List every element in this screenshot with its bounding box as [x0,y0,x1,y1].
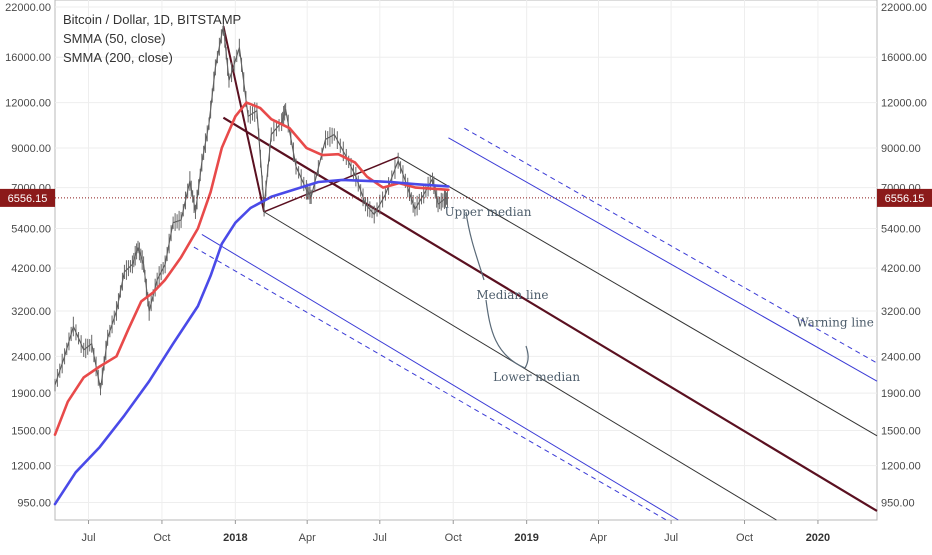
y-tick-label-left: 5400.00 [11,223,51,235]
smma-series-line [53,178,450,506]
pitchfork-leg-a [222,25,266,213]
y-tick-label-right: 1500.00 [881,425,921,437]
current-price-label-left: 6556.15 [8,193,48,205]
y-tick-label-right: 4200.00 [881,263,921,275]
current-price-tag-right [877,188,932,207]
annotation-label: Median line [476,288,548,302]
current-price-label-right: 6556.15 [885,193,925,205]
x-tick-label: 2019 [514,532,538,544]
y-tick-label-right: 1900.00 [881,388,921,400]
legend: Bitcoin / Dollar, 1D, BITSTAMP SMMA (50, … [63,12,241,65]
series [53,16,450,506]
y-tick-label-left: 12000.00 [5,98,51,110]
y-tick-label-right: 5400.00 [881,223,921,235]
y-tick-label-left: 2400.00 [11,351,51,363]
y-tick-label-left: 3200.00 [11,306,51,318]
y-tick-label-left: 22000.00 [5,2,51,14]
axes: 22000.00 22000.00 16000.00 16000.00 12000.00… [0,2,932,544]
x-tick-label: 2020 [806,532,830,544]
y-tick-label-left: 16000.00 [5,52,51,64]
y-tick-label-left: 1500.00 [11,425,51,437]
annotation-label: Warning line [796,316,873,330]
x-tick-label: Jul [664,532,678,544]
legend-entry: SMMA (50, close) [63,31,166,46]
pitchfork-line [397,156,878,437]
legend-entry: SMMA (200, close) [63,50,173,65]
y-tick-label-left: 4200.00 [11,263,51,275]
y-tick-label-right: 9000.00 [881,143,921,155]
y-tick-label-right: 3200.00 [881,306,921,318]
annotation-arrow [465,211,485,281]
pitchfork-line [222,116,878,512]
y-tick-label-left: 9000.00 [11,143,51,155]
x-tick-label: Oct [736,532,753,544]
pitchfork-line [193,246,667,521]
x-tick-label: Oct [445,532,462,544]
annotation-label: Upper median [444,205,531,219]
pitchfork-line [201,234,679,521]
plot-frame [54,0,878,521]
y-tick-label-left: 950.00 [17,497,51,509]
y-tick-label-right: 22000.00 [881,2,927,14]
x-tick-label: Jul [81,532,95,544]
annotation-label: Lower median [493,370,580,384]
y-tick-label-right: 2400.00 [881,351,921,363]
x-tick-label: Apr [299,532,316,544]
chart-title: Bitcoin / Dollar, 1D, BITSTAMP [63,12,241,27]
y-tick-label-right: 950.00 [881,497,915,509]
y-tick-label-left: 1200.00 [11,461,51,473]
y-tick-label-right: 1200.00 [881,461,921,473]
x-tick-label: Apr [590,532,607,544]
annotations: Upper median Median line Lower median Warni… [444,205,873,384]
annotation-arrow [485,299,529,369]
x-tick-label: 2018 [223,532,247,544]
y-tick-label-left: 1900.00 [11,388,51,400]
pitchfork-leg-b [263,156,399,213]
current-price-tag-left [0,188,55,207]
y-tick-label-right: 12000.00 [881,98,927,110]
pitchfork-line [464,127,878,364]
x-tick-label: Oct [153,532,170,544]
y-tick-label-right: 16000.00 [881,52,927,64]
pitchfork-line [448,137,878,382]
x-tick-label: Jul [373,532,387,544]
grid [55,0,877,520]
